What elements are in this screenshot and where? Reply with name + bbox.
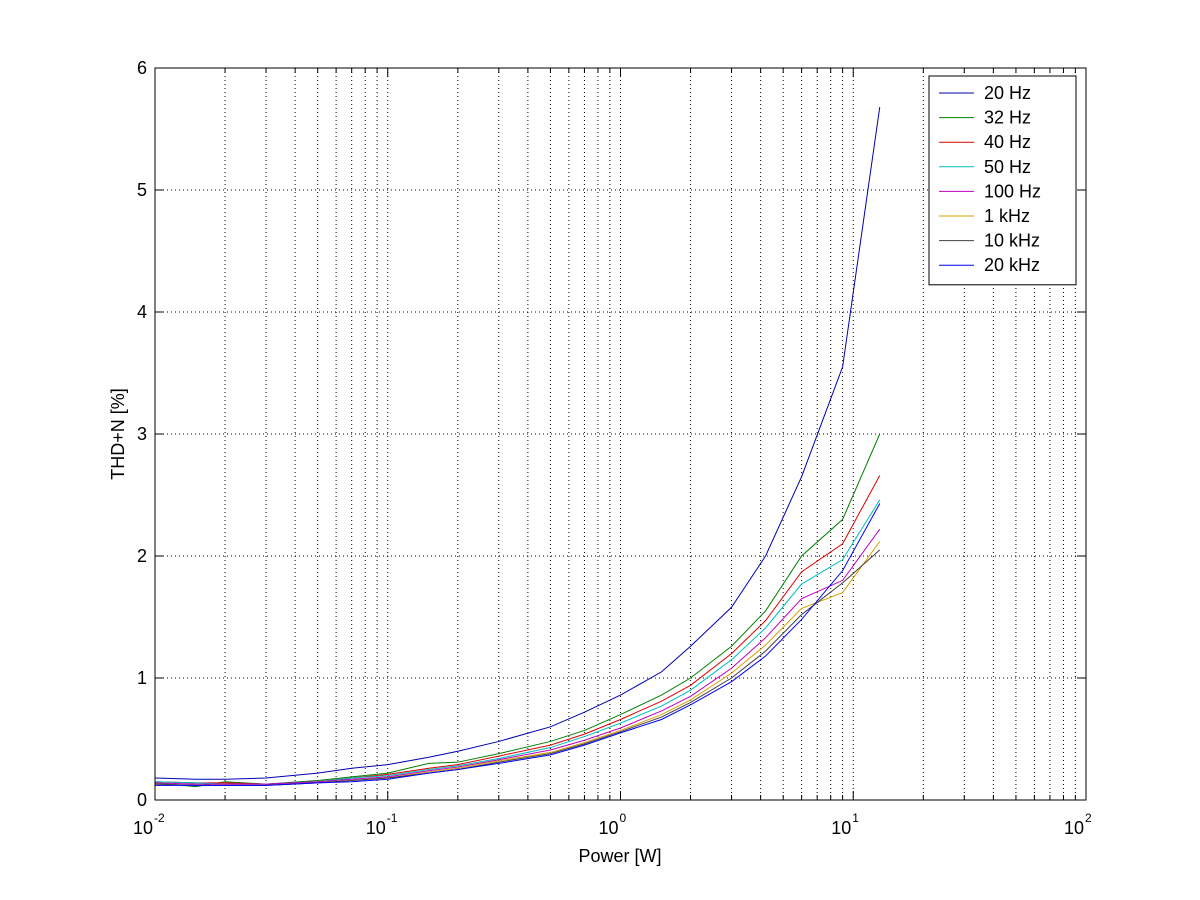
x-tick-label-exponent: 2: [1085, 811, 1092, 825]
x-tick-label: 10 2: [1064, 811, 1092, 838]
x-tick-label-exponent: 0: [620, 811, 627, 825]
x-tick-label: 10 -1: [366, 811, 398, 838]
y-tick-label: 0: [137, 790, 147, 810]
legend-label: 50 Hz: [984, 157, 1031, 177]
y-tick-label: 6: [137, 58, 147, 78]
legend-label: 20 kHz: [984, 255, 1040, 275]
x-tick-label-base: 10: [598, 818, 618, 838]
series-line-0: [154, 106, 881, 780]
legend-label: 1 kHz: [984, 206, 1030, 226]
series-line-7: [155, 503, 881, 786]
legend-label: 100 Hz: [984, 181, 1041, 201]
legend-label: 20 Hz: [984, 83, 1031, 103]
x-tick-label: 10 1: [831, 811, 859, 838]
legend: 20 Hz 32 Hz 40 Hz 50 Hz 100 Hz 1 kHz 10 kHz 20 …: [928, 75, 1077, 286]
x-axis-label: Power [W]: [578, 846, 661, 866]
x-tick-label-exponent: 1: [852, 811, 859, 825]
x-tick-label-exponent: -1: [387, 811, 398, 825]
x-tick-labels: 10 -2 10 -1 10 0 10 1 10 2: [133, 811, 1092, 838]
series-lines: [154, 106, 881, 788]
legend-label: 10 kHz: [984, 231, 1040, 251]
y-tick-label: 3: [137, 424, 147, 444]
x-tick-label: 10 0: [598, 811, 626, 838]
y-tick-label: 4: [137, 302, 147, 322]
x-tick-label-base: 10: [133, 818, 153, 838]
legend-box: [928, 75, 1077, 286]
legend-label: 32 Hz: [984, 108, 1031, 128]
y-tick-label: 1: [137, 668, 147, 688]
y-tick-labels: 0 1 2 3 4 5 6: [137, 58, 147, 810]
x-tick-label: 10 -2: [133, 811, 165, 838]
x-tick-label-base: 10: [1064, 818, 1084, 838]
y-tick-label: 5: [137, 180, 147, 200]
y-tick-label: 2: [137, 546, 147, 566]
x-tick-label-base: 10: [366, 818, 386, 838]
legend-label: 40 Hz: [984, 132, 1031, 152]
x-tick-label-exponent: -2: [154, 811, 165, 825]
x-tick-label-base: 10: [831, 818, 851, 838]
y-axis-label: THD+N [%]: [108, 388, 128, 480]
series-line-4: [154, 528, 881, 785]
axis-ticks: [154, 67, 1086, 801]
